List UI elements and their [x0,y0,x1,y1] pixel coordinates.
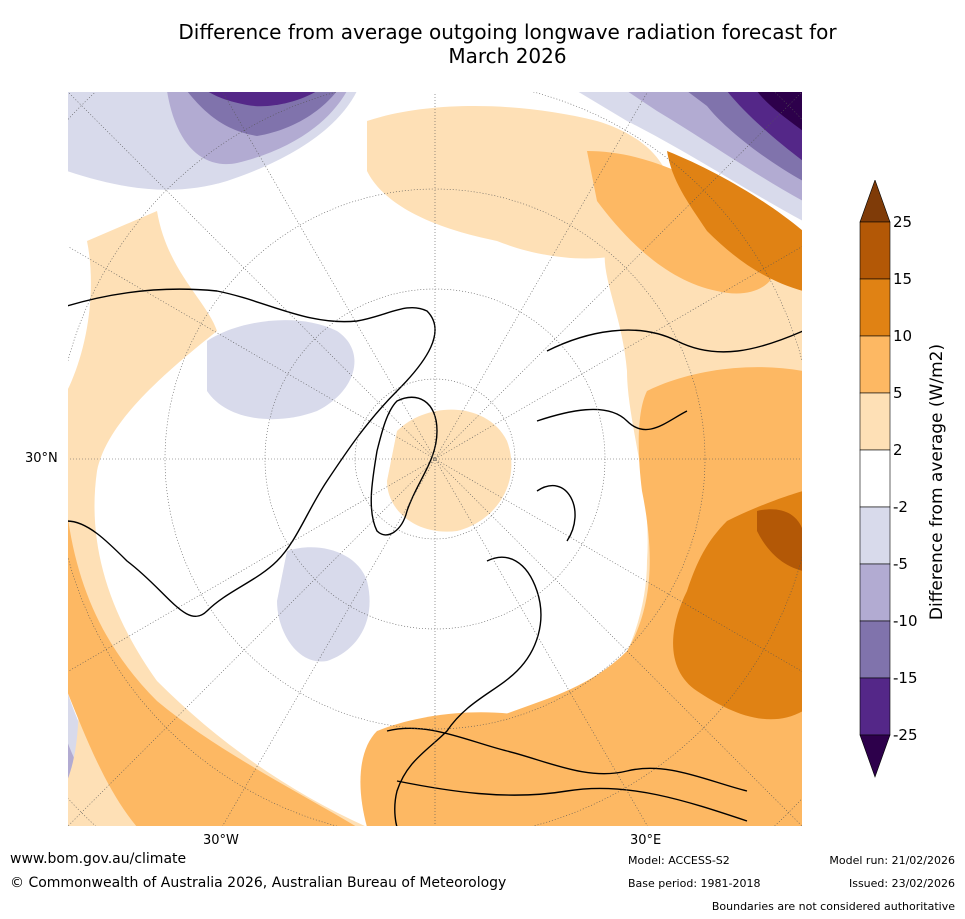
colorbar-tick-label: 25 [893,213,913,231]
issued-date: Issued: 23/02/2026 [848,877,955,890]
longitude-label-30e: 30°E [630,833,662,848]
boundaries-disclaimer: Boundaries are not considered authoritat… [711,900,955,913]
positive-anomaly-pole [387,409,512,532]
colorbar-extend-top [859,180,891,223]
colorbar-bin [859,563,891,622]
colorbar-tick-label: -15 [893,669,918,687]
colorbar-bin [859,221,891,280]
polar-map[interactable] [67,91,803,827]
negative-anomaly-top-left-inner [187,91,337,136]
colorbar-bin [859,506,891,565]
longitude-label-30w: 30°W [203,833,239,848]
colorbar-extend-bottom [859,734,891,778]
title-line-2: March 2026 [448,44,567,68]
graticule [67,91,803,827]
colorbar-bin [859,392,891,451]
latitude-label-30n: 30°N [25,451,58,466]
coastline-africa-north [396,780,748,822]
coastline-mediterranean [386,727,748,792]
colorbar-title: Difference from average (W/m2) [927,343,947,621]
colorbar-bin [859,677,891,736]
coastlines [67,288,803,827]
colorbar [859,180,891,778]
positive-anomaly-top-band [367,106,673,259]
positive-anomaly-south-medium [360,712,595,827]
coastline-greenland [370,396,438,536]
negative-anomaly-top-left-core [207,91,317,107]
model-name: Model: ACCESS-S2 [628,854,730,867]
colorbar-bin [859,449,891,508]
colorbar-tick-label: -25 [893,726,918,744]
title-line-1: Difference from average outgoing longwav… [178,20,837,44]
positive-anomaly-east-core [757,509,803,571]
coastline-north-america [67,288,436,618]
positive-anomaly-siberia-strong [667,151,803,291]
colorbar-bin [859,335,891,394]
colorbar-tick-label: 5 [893,384,903,402]
colorbar-tick-label: -5 [893,555,908,573]
positive-anomaly-north-medium [587,151,779,294]
positive-anomaly-west-medium [67,511,357,827]
colorbar-bin [859,278,891,337]
colorbar-tick-label: 15 [893,270,913,288]
base-period: Base period: 1981-2018 [628,877,761,890]
map-frame [67,91,803,827]
negative-anomaly-top-right-extreme [757,91,803,131]
copyright-text: © Commonwealth of Australia 2026, Austra… [10,875,507,891]
model-run: Model run: 21/02/2026 [829,854,955,867]
coastline-europe [394,556,542,827]
negative-anomaly-atlantic [277,547,370,662]
colorbar-bin [859,620,891,679]
website-link[interactable]: www.bom.gov.au/climate [10,851,187,867]
positive-anomaly-east-medium [367,367,803,827]
coastline-asia [536,329,803,542]
colorbar-tick-label: -2 [893,498,908,516]
colorbar-tick-label: 2 [893,441,903,459]
chart-title: Difference from average outgoing longwav… [0,20,965,68]
colorbar-tick-label: -10 [893,612,918,630]
colorbar-tick-label: 10 [893,327,913,345]
positive-anomaly-ring-light [67,211,367,827]
